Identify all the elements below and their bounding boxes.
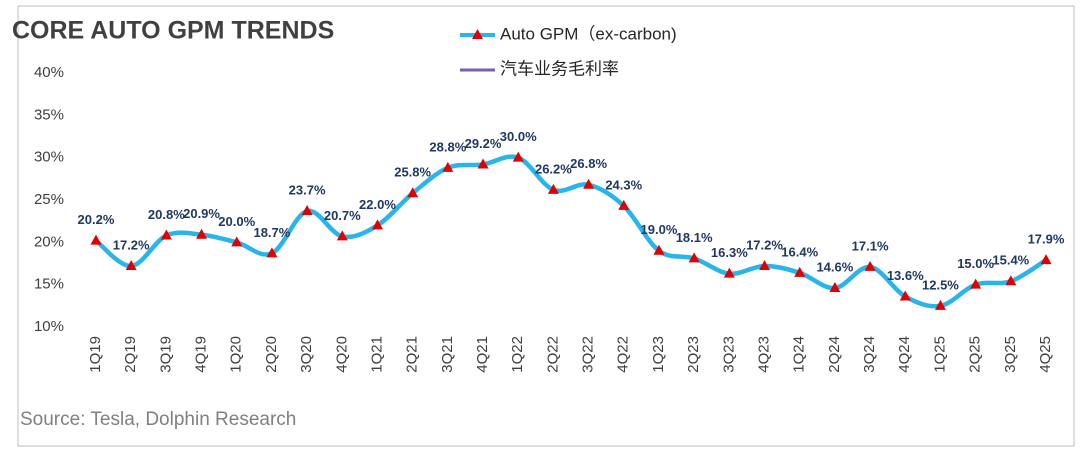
- data-label: 20.9%: [183, 206, 220, 221]
- data-label: 26.8%: [570, 156, 607, 171]
- data-label: 20.2%: [78, 212, 115, 227]
- y-tick-label: 35%: [34, 106, 64, 123]
- data-label: 25.8%: [394, 165, 431, 180]
- x-tick-label: 3Q19: [157, 336, 174, 373]
- x-tick-label: 3Q22: [580, 336, 597, 373]
- data-label: 17.2%: [113, 237, 150, 252]
- marker: [407, 187, 419, 198]
- x-tick-label: 2Q25: [967, 336, 984, 373]
- data-label: 20.0%: [218, 214, 255, 229]
- x-tick-label: 1Q20: [228, 336, 245, 373]
- y-tick-label: 15%: [34, 276, 64, 293]
- x-tick-label: 1Q25: [931, 336, 948, 373]
- x-tick-label: 4Q19: [193, 336, 210, 373]
- legend-marker: [472, 29, 483, 39]
- marker: [231, 236, 243, 247]
- marker: [899, 290, 911, 301]
- marker: [301, 205, 313, 216]
- data-label: 13.6%: [887, 268, 924, 283]
- x-tick-label: 2Q23: [685, 336, 702, 373]
- x-tick-label: 2Q21: [404, 336, 421, 373]
- source: Source: Tesla, Dolphin Research: [20, 409, 296, 430]
- x-tick-label: 1Q23: [650, 336, 667, 373]
- x-tick-label: 4Q24: [896, 336, 913, 373]
- x-tick-label: 3Q21: [439, 336, 456, 373]
- marker: [160, 229, 172, 240]
- marker: [934, 299, 946, 310]
- x-tick-label: 1Q19: [87, 336, 104, 373]
- marker: [1005, 275, 1017, 286]
- series-line: [94, 154, 1048, 309]
- x-tick-label: 1Q22: [509, 336, 526, 373]
- data-label: 30.0%: [500, 129, 537, 144]
- legend-label: 汽车业务毛利率: [500, 59, 619, 78]
- data-label: 20.8%: [148, 207, 185, 222]
- x-tick-label: 4Q21: [474, 336, 491, 373]
- x-tick-label: 1Q24: [791, 336, 808, 373]
- x-tick-label: 2Q20: [263, 336, 280, 373]
- data-label: 22.0%: [359, 197, 396, 212]
- data-label: 19.0%: [641, 222, 678, 237]
- legend-label: Auto GPM（ex-carbon): [500, 24, 677, 43]
- marker: [970, 278, 982, 289]
- x-tick-label: 3Q23: [720, 336, 737, 373]
- marker: [266, 247, 278, 258]
- marker: [1040, 254, 1052, 265]
- x-tick-label: 2Q19: [122, 336, 139, 373]
- marker: [723, 267, 735, 278]
- marker: [794, 266, 806, 277]
- frame: [17, 5, 1075, 447]
- data-label: 14.6%: [816, 259, 853, 274]
- data-label: 17.1%: [852, 238, 889, 253]
- marker: [829, 282, 841, 293]
- marker: [125, 260, 137, 271]
- x-tick-label: 3Q20: [298, 336, 315, 373]
- marker: [583, 178, 595, 189]
- y-tick-label: 25%: [34, 191, 64, 208]
- data-label: 12.5%: [922, 277, 959, 292]
- chart-title: CORE AUTO GPM TRENDS: [12, 17, 334, 45]
- x-tick-label: 4Q22: [615, 336, 632, 373]
- data-label: 20.7%: [324, 208, 361, 223]
- marker: [477, 158, 489, 169]
- x-tick-label: 3Q25: [1002, 336, 1019, 373]
- x-tick-label: 4Q20: [333, 336, 350, 373]
- data-label: 17.2%: [746, 237, 783, 252]
- marker: [90, 234, 102, 245]
- marker: [547, 183, 559, 194]
- marker: [371, 219, 383, 230]
- x-tick-label: 4Q23: [755, 336, 772, 373]
- data-label: 23.7%: [289, 182, 326, 197]
- marker: [336, 230, 348, 241]
- data-label: 29.2%: [465, 136, 502, 151]
- marker: [688, 252, 700, 263]
- marker: [512, 151, 524, 162]
- data-label: 15.4%: [992, 253, 1029, 268]
- data-label: 26.2%: [535, 161, 572, 176]
- x-tick-label: 2Q22: [544, 336, 561, 373]
- data-label: 24.3%: [605, 177, 642, 192]
- marker: [196, 228, 208, 239]
- y-tick-label: 20%: [34, 233, 64, 250]
- marker: [442, 161, 454, 172]
- data-label: 15.0%: [957, 256, 994, 271]
- x-tick-label: 1Q21: [368, 336, 385, 373]
- marker: [653, 244, 665, 255]
- data-label: 18.1%: [676, 230, 713, 245]
- x-tick-label: 2Q24: [826, 336, 843, 373]
- y-tick-label: 10%: [34, 318, 64, 335]
- marker: [864, 260, 876, 271]
- data-label: 16.4%: [781, 244, 818, 259]
- marker: [618, 199, 630, 210]
- y-tick-label: 30%: [34, 149, 64, 166]
- x-tick-label: 3Q24: [861, 336, 878, 373]
- marker: [759, 260, 771, 271]
- data-label: 28.8%: [429, 139, 466, 154]
- y-tick-label: 40%: [34, 64, 64, 81]
- data-label: 18.7%: [253, 225, 290, 240]
- data-label: 17.9%: [1028, 232, 1065, 247]
- data-label: 16.3%: [711, 245, 748, 260]
- x-tick-label: 4Q25: [1037, 336, 1054, 373]
